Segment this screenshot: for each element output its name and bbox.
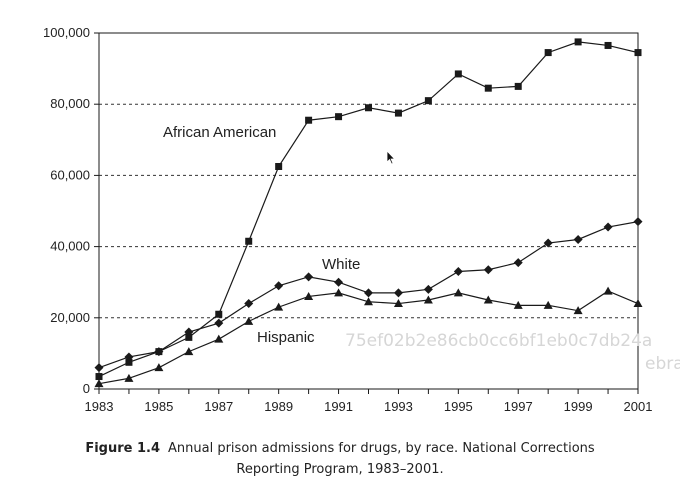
data-point xyxy=(364,288,373,298)
data-point xyxy=(633,299,643,308)
data-point xyxy=(603,222,613,232)
data-point xyxy=(275,163,283,170)
data-point xyxy=(483,295,493,304)
data-point xyxy=(453,267,463,277)
data-point xyxy=(513,300,523,309)
data-point xyxy=(393,288,403,298)
data-point xyxy=(424,97,432,105)
data-point xyxy=(513,258,523,268)
data-point xyxy=(214,318,224,328)
figure-caption: Figure 1.4 Annual prison admissions for d… xyxy=(0,438,680,480)
series-labels: African American White Hispanic xyxy=(163,124,360,346)
series-layer xyxy=(94,38,643,388)
data-point xyxy=(423,284,433,294)
data-point xyxy=(184,327,194,337)
data-point xyxy=(244,316,254,325)
series-hispanic xyxy=(94,286,643,388)
data-point xyxy=(304,272,314,282)
data-point xyxy=(94,363,104,373)
x-tick-labels: 1983 1985 1987 1989 1991 1993 1995 1997 1999 2001 xyxy=(85,399,653,414)
series-label-african-american: African American xyxy=(163,124,276,141)
series-line xyxy=(98,41,639,378)
data-point xyxy=(453,288,463,297)
data-point xyxy=(544,49,552,57)
data-point xyxy=(364,297,373,306)
data-point xyxy=(484,84,492,92)
series-label-white: White xyxy=(322,256,360,273)
line-chart: 1983 1985 1987 1989 1991 1993 1995 1997 1999 2001… xyxy=(43,25,680,414)
data-point xyxy=(125,358,133,366)
x-tick-label: 1987 xyxy=(204,399,233,414)
x-tick-label: 1989 xyxy=(264,399,293,414)
data-point xyxy=(454,70,462,78)
x-tick-label: 1995 xyxy=(444,399,473,414)
data-point xyxy=(393,299,403,308)
series-white xyxy=(94,217,643,373)
data-point xyxy=(274,281,284,291)
y-tick-labels: 0 20,000 40,000 60,000 80,000 100,000 xyxy=(43,25,90,396)
data-point xyxy=(334,277,344,287)
data-point xyxy=(394,109,402,117)
data-point xyxy=(185,333,193,341)
data-point xyxy=(514,82,522,90)
watermark-line-2: ebra xyxy=(645,354,680,374)
data-point xyxy=(184,347,194,356)
data-point xyxy=(633,217,643,227)
mouse-pointer-icon xyxy=(386,150,396,165)
data-point xyxy=(365,104,372,112)
data-point xyxy=(95,373,103,381)
caption-text-1: Annual prison admissions for drugs, by r… xyxy=(168,441,595,456)
x-tick-label: 1997 xyxy=(504,399,533,414)
data-point xyxy=(573,306,583,315)
x-tick-label: 1985 xyxy=(144,399,173,414)
data-point xyxy=(124,373,134,382)
data-point xyxy=(423,295,433,304)
series-african-american xyxy=(95,38,642,381)
data-point xyxy=(154,363,164,372)
y-tick-label: 40,000 xyxy=(50,239,90,254)
x-tick-label: 1999 xyxy=(564,399,593,414)
caption-line-1: Figure 1.4 Annual prison admissions for d… xyxy=(0,438,680,459)
data-point xyxy=(604,41,612,49)
data-point xyxy=(244,299,254,309)
data-point xyxy=(245,237,253,245)
data-point xyxy=(603,286,613,295)
watermark-line-1: 75ef02b2e86cb0cc6bf1eb0c7db24a xyxy=(345,331,652,351)
y-tick-label: 60,000 xyxy=(50,167,90,182)
figure-label: Figure 1.4 xyxy=(85,441,161,456)
series-label-hispanic: Hispanic xyxy=(257,329,315,346)
data-point xyxy=(335,113,343,121)
data-point xyxy=(543,238,553,248)
data-point xyxy=(215,310,223,318)
data-point xyxy=(483,265,493,275)
axes xyxy=(94,32,639,394)
data-point xyxy=(214,334,224,343)
x-tick-label: 1983 xyxy=(85,399,114,414)
data-point xyxy=(305,116,313,124)
caption-line-2: Reporting Program, 1983–2001. xyxy=(236,462,444,477)
data-point xyxy=(274,302,284,311)
watermark: 75ef02b2e86cb0cc6bf1eb0c7db24a ebra xyxy=(345,331,680,374)
data-point xyxy=(154,347,164,357)
data-point xyxy=(334,288,344,297)
data-point xyxy=(573,234,583,244)
data-point xyxy=(124,352,134,362)
y-tick-label: 100,000 xyxy=(43,25,90,40)
y-tick-label: 20,000 xyxy=(50,310,90,325)
x-tick-label: 1993 xyxy=(384,399,413,414)
y-tick-label: 0 xyxy=(83,381,90,396)
data-point xyxy=(634,49,642,57)
data-point xyxy=(94,379,104,388)
x-tick-label: 1991 xyxy=(324,399,353,414)
data-point xyxy=(543,300,553,309)
y-tick-label: 80,000 xyxy=(50,96,90,111)
data-point xyxy=(304,291,314,300)
data-point xyxy=(574,38,582,46)
x-tick-label: 2001 xyxy=(624,399,653,414)
